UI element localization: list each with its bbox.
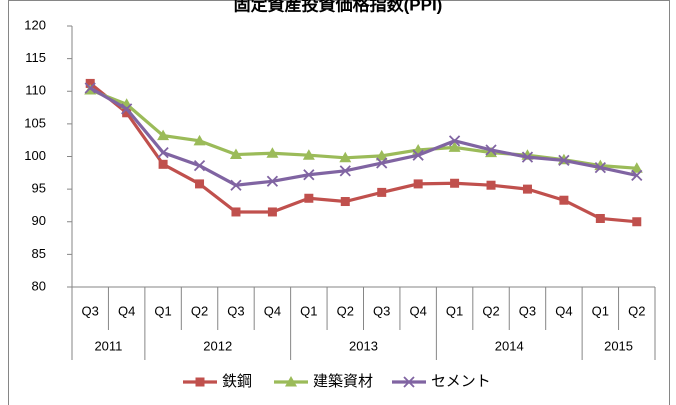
legend-marker xyxy=(285,376,297,387)
marker xyxy=(266,175,279,187)
group-label: 2011 xyxy=(94,338,122,353)
x-tick-label: Q4 xyxy=(409,303,426,318)
marker xyxy=(304,193,314,203)
marker xyxy=(413,179,423,189)
marker xyxy=(485,144,497,156)
marker xyxy=(303,169,315,181)
legend-marker xyxy=(195,377,205,387)
y-tick-label: 120 xyxy=(24,17,46,32)
marker xyxy=(521,151,534,163)
x-tick-label: Q2 xyxy=(482,303,499,318)
marker xyxy=(193,159,206,172)
marker xyxy=(558,154,570,167)
chart-border xyxy=(8,0,670,405)
group-label: 2013 xyxy=(349,338,378,353)
x-tick-label: Q1 xyxy=(446,303,463,318)
x-tick-label: Q4 xyxy=(264,303,281,318)
y-tick-label: 90 xyxy=(32,213,46,228)
marker xyxy=(229,148,242,160)
chart-title: 固定資産投資価格指数(PPI) xyxy=(234,0,443,14)
x-tick-label: Q3 xyxy=(82,303,99,318)
x-tick-label: Q3 xyxy=(373,303,390,318)
x-tick-label: Q4 xyxy=(118,303,135,318)
marker xyxy=(85,78,95,88)
x-tick-label: Q3 xyxy=(519,303,536,318)
marker xyxy=(412,149,424,161)
legend-label: 建築資材 xyxy=(313,372,373,390)
marker xyxy=(302,149,315,160)
marker xyxy=(448,135,461,147)
legend-label: 鉄鋼 xyxy=(222,373,252,390)
y-tick-label: 85 xyxy=(32,246,46,261)
marker xyxy=(485,146,498,158)
x-tick-label: Q3 xyxy=(227,303,244,318)
x-tick-label: Q4 xyxy=(555,303,572,318)
marker xyxy=(122,108,132,118)
marker xyxy=(375,149,388,161)
marker xyxy=(632,217,642,227)
legend-marker xyxy=(403,376,415,388)
marker xyxy=(158,159,168,169)
marker xyxy=(339,165,351,177)
marker xyxy=(595,213,605,223)
marker xyxy=(231,207,241,217)
marker xyxy=(267,207,277,217)
marker xyxy=(630,162,643,173)
group-label: 2012 xyxy=(203,338,232,353)
marker xyxy=(266,147,279,158)
y-tick-label: 80 xyxy=(32,278,46,293)
x-tick-label: Q1 xyxy=(592,303,609,318)
legend-label: セメント xyxy=(431,373,491,390)
marker xyxy=(84,82,96,94)
x-tick-label: Q1 xyxy=(300,303,317,318)
marker xyxy=(522,184,532,194)
marker xyxy=(377,187,387,197)
y-tick-label: 115 xyxy=(25,50,46,65)
marker xyxy=(450,178,460,188)
x-tick-label: Q2 xyxy=(191,303,208,318)
marker xyxy=(340,197,350,207)
marker xyxy=(376,157,388,169)
marker xyxy=(631,169,643,182)
marker xyxy=(339,151,352,163)
marker xyxy=(230,179,242,191)
marker xyxy=(157,146,169,159)
group-label: 2015 xyxy=(604,338,633,353)
marker xyxy=(195,179,205,189)
x-tick-label: Q2 xyxy=(628,303,645,318)
marker xyxy=(448,141,461,152)
marker xyxy=(594,161,606,174)
marker xyxy=(486,180,496,190)
y-tick-label: 110 xyxy=(25,83,46,98)
y-tick-label: 105 xyxy=(24,115,46,130)
marker xyxy=(121,103,133,115)
x-tick-label: Q2 xyxy=(337,303,354,318)
group-label: 2014 xyxy=(495,338,524,353)
series-line xyxy=(89,86,638,187)
marker xyxy=(193,134,206,146)
series-line xyxy=(89,82,637,224)
x-tick-label: Q1 xyxy=(154,303,171,318)
marker xyxy=(559,195,569,205)
y-tick-label: 95 xyxy=(32,181,46,196)
marker xyxy=(157,129,170,141)
y-tick-label: 100 xyxy=(24,148,46,163)
